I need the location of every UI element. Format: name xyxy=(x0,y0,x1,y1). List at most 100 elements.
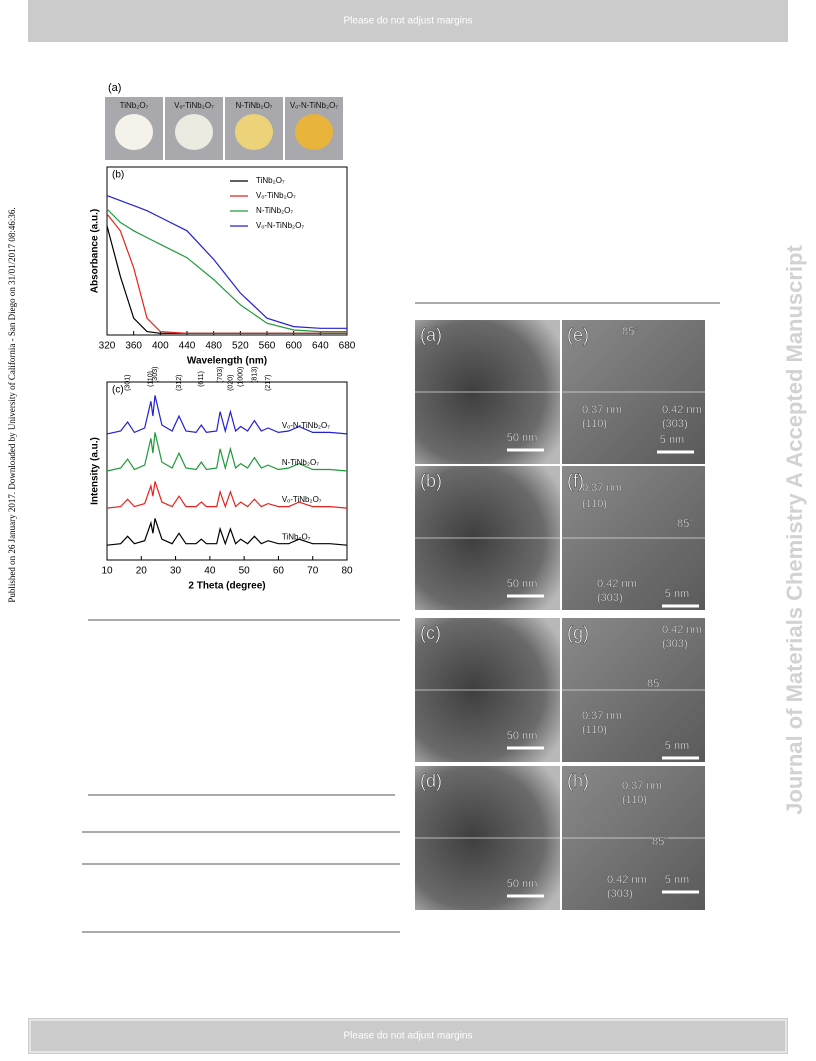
tem-note: 0.37 nm xyxy=(582,482,622,494)
series-label: TiNb₂O₇ xyxy=(282,532,311,541)
x-tick-label: 60 xyxy=(273,566,285,577)
x-tick-label: 320 xyxy=(99,341,116,352)
peak-label: (217) xyxy=(265,375,272,391)
sample-powder xyxy=(175,114,213,150)
series-line xyxy=(106,225,347,334)
tem-note: (303) xyxy=(662,638,688,650)
peak-label: (110) xyxy=(148,371,155,387)
series-line xyxy=(106,208,347,333)
peak-label: (813) xyxy=(251,367,258,383)
peak-label: (301) xyxy=(124,375,131,391)
tem-note: 0.42 nm xyxy=(662,624,702,636)
tem-label: (b) xyxy=(420,471,442,491)
tem-note: 5 nm xyxy=(665,588,689,600)
tem-note: 50 nm xyxy=(507,578,538,590)
series-line xyxy=(106,395,348,435)
tem-note: 5 nm xyxy=(665,740,689,752)
tem-note: 85° xyxy=(652,836,669,848)
sample-powder xyxy=(235,114,273,150)
tem-note: 85° xyxy=(677,518,694,530)
x-axis-label: Wavelength (nm) xyxy=(187,356,267,367)
footer-text: Please do not adjust margins xyxy=(344,1031,473,1042)
x-tick-label: 70 xyxy=(307,566,319,577)
tem-note: (303) xyxy=(607,888,633,900)
tem-label: (f) xyxy=(567,471,584,491)
x-tick-label: 80 xyxy=(341,566,353,577)
x-tick-label: 360 xyxy=(125,341,142,352)
tem-note: 0.37 nm xyxy=(582,710,622,722)
x-tick-label: 560 xyxy=(259,341,276,352)
sidebar-right: Journal of Materials Chemistry A Accepte… xyxy=(782,244,807,814)
x-tick-label: 600 xyxy=(285,341,302,352)
footer-border xyxy=(29,1019,787,1053)
tem-note: 50 nm xyxy=(507,878,538,890)
plot-frame xyxy=(106,381,348,561)
series-label: Vₒ-TiNb₂O₇ xyxy=(282,495,322,504)
plot-frame xyxy=(106,166,348,336)
tem-note: 0.37 nm xyxy=(582,404,622,416)
tem-note: 0.42 nm xyxy=(597,578,637,590)
tem-note: (110) xyxy=(582,724,607,736)
x-tick-label: 680 xyxy=(339,341,356,352)
legend-label: TiNb₂O₇ xyxy=(256,176,285,185)
peak-label: (1000) xyxy=(238,367,245,387)
peak-label: (303) xyxy=(152,367,159,383)
tem-label: (d) xyxy=(420,771,442,791)
rules xyxy=(82,302,720,933)
x-tick-label: 30 xyxy=(170,566,182,577)
series-line xyxy=(106,432,348,472)
peak-label: (020) xyxy=(227,375,234,391)
series-line xyxy=(106,481,348,509)
series-line xyxy=(106,213,347,334)
x-tick-label: 400 xyxy=(152,341,169,352)
tem-note: 0.42 nm xyxy=(662,404,702,416)
footer-bar xyxy=(28,1018,788,1054)
panel-label: (b) xyxy=(112,170,124,181)
tem-note: 50 nm xyxy=(507,432,538,444)
series-line xyxy=(106,518,348,546)
sample-label: Vₒ-TiNb₂O₇ xyxy=(174,101,214,110)
y-axis-label: Absorbance (a.u.) xyxy=(90,209,101,293)
tem-note: (303) xyxy=(662,418,688,430)
peak-label: (611) xyxy=(198,371,205,387)
x-tick-label: 20 xyxy=(136,566,148,577)
legend-label: Vₒ-TiNb₂O₇ xyxy=(256,191,296,200)
tem-note: 50 nm xyxy=(507,730,538,742)
legend-label: N-TiNb₂O₇ xyxy=(256,206,293,215)
y-axis-label: Intensity (a.u.) xyxy=(90,437,101,505)
tem-note: (303) xyxy=(597,592,623,604)
sample-powder xyxy=(295,114,333,150)
header-bar xyxy=(28,0,788,42)
tem-label: (g) xyxy=(567,623,589,643)
tem-note: 85° xyxy=(647,678,664,690)
tem-label: (a) xyxy=(420,325,442,345)
tem-note: 0.37 nm xyxy=(622,780,662,792)
tem-note: 0.42 nm xyxy=(607,874,647,886)
tem-note: 5 nm xyxy=(665,874,689,886)
series-label: Vₒ-N-TiNb₂O₇ xyxy=(282,421,330,430)
peak-label: (703) xyxy=(217,367,224,383)
x-tick-label: 50 xyxy=(239,566,251,577)
x-tick-label: 40 xyxy=(204,566,216,577)
tem-note: 85° xyxy=(622,326,639,338)
series-line xyxy=(106,195,347,329)
x-tick-label: 640 xyxy=(312,341,329,352)
series-label: N-TiNb₂O₇ xyxy=(282,458,319,467)
header-text: Please do not adjust margins xyxy=(344,16,473,27)
x-tick-label: 480 xyxy=(205,341,222,352)
tem-label: (c) xyxy=(420,623,441,643)
sample-powder xyxy=(115,114,153,150)
x-tick-label: 520 xyxy=(232,341,249,352)
figure-label: (a) xyxy=(108,82,121,94)
tem-note: (110) xyxy=(582,418,607,430)
sample-label: N-TiNb₂O₇ xyxy=(235,101,272,110)
tem-note: (110) xyxy=(622,794,647,806)
tem-note: (110) xyxy=(582,498,607,510)
tem-label: (e) xyxy=(567,325,589,345)
x-tick-label: 440 xyxy=(179,341,196,352)
x-tick-label: 10 xyxy=(101,566,113,577)
sample-label: Vₒ-N-TiNb₂O₇ xyxy=(290,101,338,110)
sample-label: TiNb₂O₇ xyxy=(120,101,149,110)
peak-label: (312) xyxy=(176,375,183,391)
